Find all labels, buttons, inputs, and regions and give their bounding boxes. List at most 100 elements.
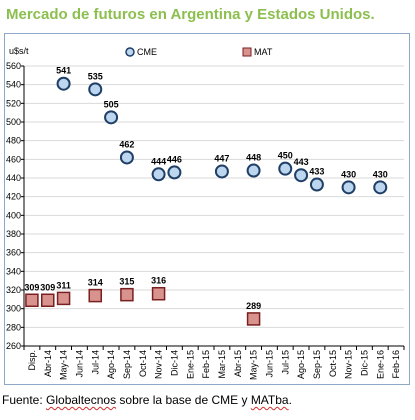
cme-data-label: 430 <box>373 169 388 179</box>
y-axis-label: u$s/t <box>9 46 29 56</box>
y-tick-label: 300 <box>6 304 21 314</box>
cme-point <box>56 76 71 91</box>
cme-point <box>309 177 324 192</box>
cme-point <box>341 180 356 195</box>
mat-point <box>56 291 71 306</box>
mat-data-label: 311 <box>56 280 71 290</box>
cme-point <box>167 165 182 180</box>
y-tick-label: 440 <box>6 173 21 183</box>
legend-cme-marker <box>125 47 135 57</box>
x-tick-label: Nov-14 <box>154 350 164 379</box>
cme-point <box>214 164 229 179</box>
mat-point <box>25 293 39 308</box>
mat-data-label: 309 <box>40 282 55 292</box>
cme-data-label: 443 <box>294 157 309 167</box>
cme-point <box>104 110 119 125</box>
y-tick-label: 520 <box>6 98 21 108</box>
mat-data-label: 289 <box>246 301 261 311</box>
x-tick-label: Nov-15 <box>344 350 354 379</box>
y-tick-label: 540 <box>6 80 21 90</box>
x-tick-label: Ene-16 <box>375 350 385 379</box>
x-tick-label: Oct-15 <box>328 350 338 377</box>
cme-point <box>373 180 388 195</box>
x-tick-label: Dic-15 <box>359 350 369 376</box>
y-tick-label: 360 <box>6 248 21 258</box>
source-suffix: . <box>288 393 292 407</box>
y-tick-label: 260 <box>6 341 21 351</box>
x-tick-label: Disp. <box>27 350 37 371</box>
x-tick-label: May-15 <box>249 350 259 380</box>
cme-data-label: 447 <box>214 153 229 163</box>
cme-data-label: 541 <box>56 66 71 76</box>
y-tick-label: 420 <box>6 192 21 202</box>
chart-frame <box>4 33 410 385</box>
y-tick-label: 400 <box>6 210 21 220</box>
cme-data-label: 505 <box>104 99 119 109</box>
y-tick-label: 320 <box>6 285 21 295</box>
cme-data-label: 446 <box>167 154 182 164</box>
x-tick-label: Jul-14 <box>90 350 100 375</box>
mat-data-label: 315 <box>119 277 134 287</box>
cme-data-label: 444 <box>151 156 166 166</box>
cme-point <box>151 167 166 182</box>
source-org: Globaltecnos <box>46 393 117 407</box>
page-title: Mercado de futuros en Argentina y Estado… <box>6 6 375 23</box>
x-tick-label: Jun-14 <box>74 350 84 378</box>
y-axis-ticks: 260 280 300 320 340 360 380 400 420 440 460 480 500 5… <box>6 61 25 351</box>
x-tick-label: Sep-14 <box>122 350 132 379</box>
mat-point <box>88 288 102 303</box>
cme-data-label: 462 <box>119 139 134 149</box>
x-tick-label: Jul-15 <box>280 350 290 375</box>
y-tick-label: 460 <box>6 154 21 164</box>
x-tick-label: Abr-14 <box>43 350 53 377</box>
x-tick-label: Oct-14 <box>138 350 148 377</box>
x-tick-label: Jun-15 <box>264 350 274 378</box>
mat-data-label: 314 <box>88 278 103 288</box>
cme-data-label: 433 <box>309 167 324 177</box>
cme-data-label: 450 <box>278 151 293 161</box>
cme-data-label: 448 <box>246 153 261 163</box>
chart: 2602803003203403603804004204404604805005… <box>6 46 405 380</box>
source-note: Fuente: Globaltecnos sobre la base de CM… <box>2 393 292 407</box>
cme-point <box>294 168 309 183</box>
gridlines <box>24 65 404 347</box>
y-tick-label: 340 <box>6 266 21 276</box>
cme-data-label: 430 <box>341 169 356 179</box>
cme-point <box>88 82 103 97</box>
mat-point <box>151 286 166 301</box>
mat-point <box>41 293 55 308</box>
x-tick-label: May-14 <box>59 350 69 380</box>
mat-data-label: 316 <box>151 276 166 286</box>
x-tick-label: Mar-15 <box>217 350 227 379</box>
x-tick-label: Sep-15 <box>312 350 322 379</box>
legend-mat-marker <box>242 47 252 57</box>
x-tick-label: Dic-14 <box>169 350 179 376</box>
x-tick-label: Ene-15 <box>185 350 195 379</box>
mat-point <box>120 287 134 302</box>
legend: CME MAT <box>125 47 273 57</box>
data-marks <box>25 76 388 326</box>
source-matba: MATba <box>250 393 289 407</box>
y-tick-label: 500 <box>6 117 21 127</box>
x-tick-label: Feb-16 <box>391 350 401 379</box>
y-tick-label: 280 <box>6 322 21 332</box>
x-tick-label: Ago-15 <box>296 350 306 379</box>
mat-point <box>246 312 261 326</box>
x-tick-label: Abr-15 <box>233 350 243 377</box>
y-tick-label: 480 <box>6 136 21 146</box>
cme-point <box>278 161 293 176</box>
y-tick-label: 380 <box>6 229 21 239</box>
source-prefix: Fuente: <box>2 393 47 407</box>
legend-cme-label: CME <box>137 47 157 57</box>
mat-data-label: 309 <box>24 282 39 292</box>
cme-data-label: 535 <box>88 71 103 81</box>
cme-point <box>119 150 134 165</box>
legend-mat-label: MAT <box>254 47 273 57</box>
cme-point <box>246 163 261 178</box>
x-tick-label: Ago-14 <box>106 350 116 379</box>
y-tick-label: 560 <box>6 61 21 71</box>
x-tick-label: Feb-15 <box>201 350 211 379</box>
x-axis-ticks: Disp. Abr-14 May-14 Jun-14 Jul-14 Ago-14 Sep-1… <box>23 345 405 380</box>
source-middle: sobre la base de CME y <box>116 393 251 407</box>
